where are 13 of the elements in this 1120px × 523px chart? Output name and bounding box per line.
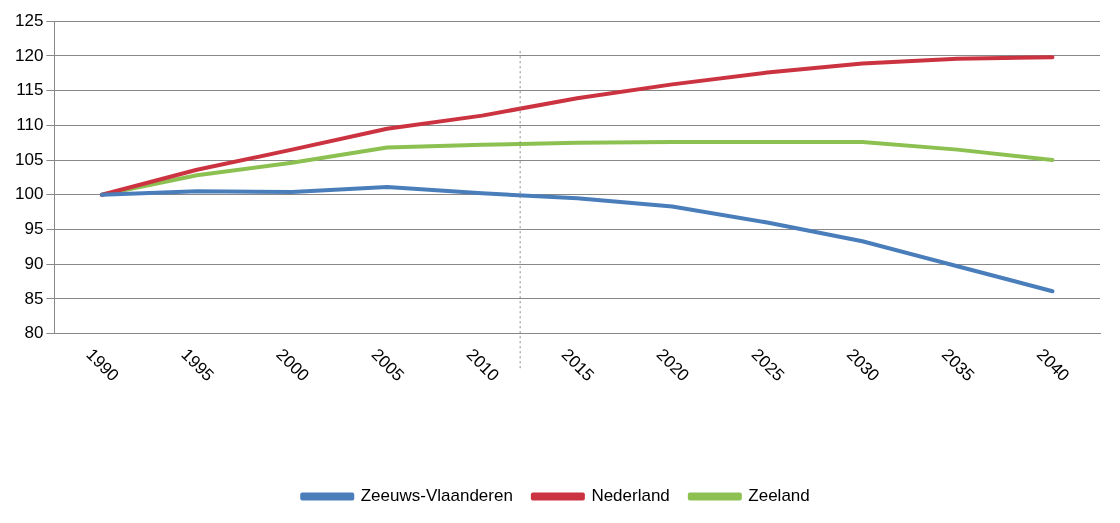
y-tick-label: 105 (14, 149, 44, 169)
y-tick-label: 85 (24, 288, 44, 308)
y-tick-label: 80 (24, 323, 44, 343)
y-tick-label: 100 (14, 184, 44, 204)
legend-label: Nederland (591, 486, 670, 506)
legend-label: Zeeland (748, 486, 810, 506)
y-tick-label: 125 (14, 10, 44, 30)
y-tick-label: 110 (16, 115, 44, 135)
y-tick-label: 120 (14, 45, 44, 65)
y-tick-label: 95 (24, 219, 44, 239)
y-tick-label: 90 (24, 253, 44, 273)
y-tick-label: 115 (16, 80, 44, 100)
legend-label: Zeeuws-Vlaanderen (360, 486, 513, 506)
